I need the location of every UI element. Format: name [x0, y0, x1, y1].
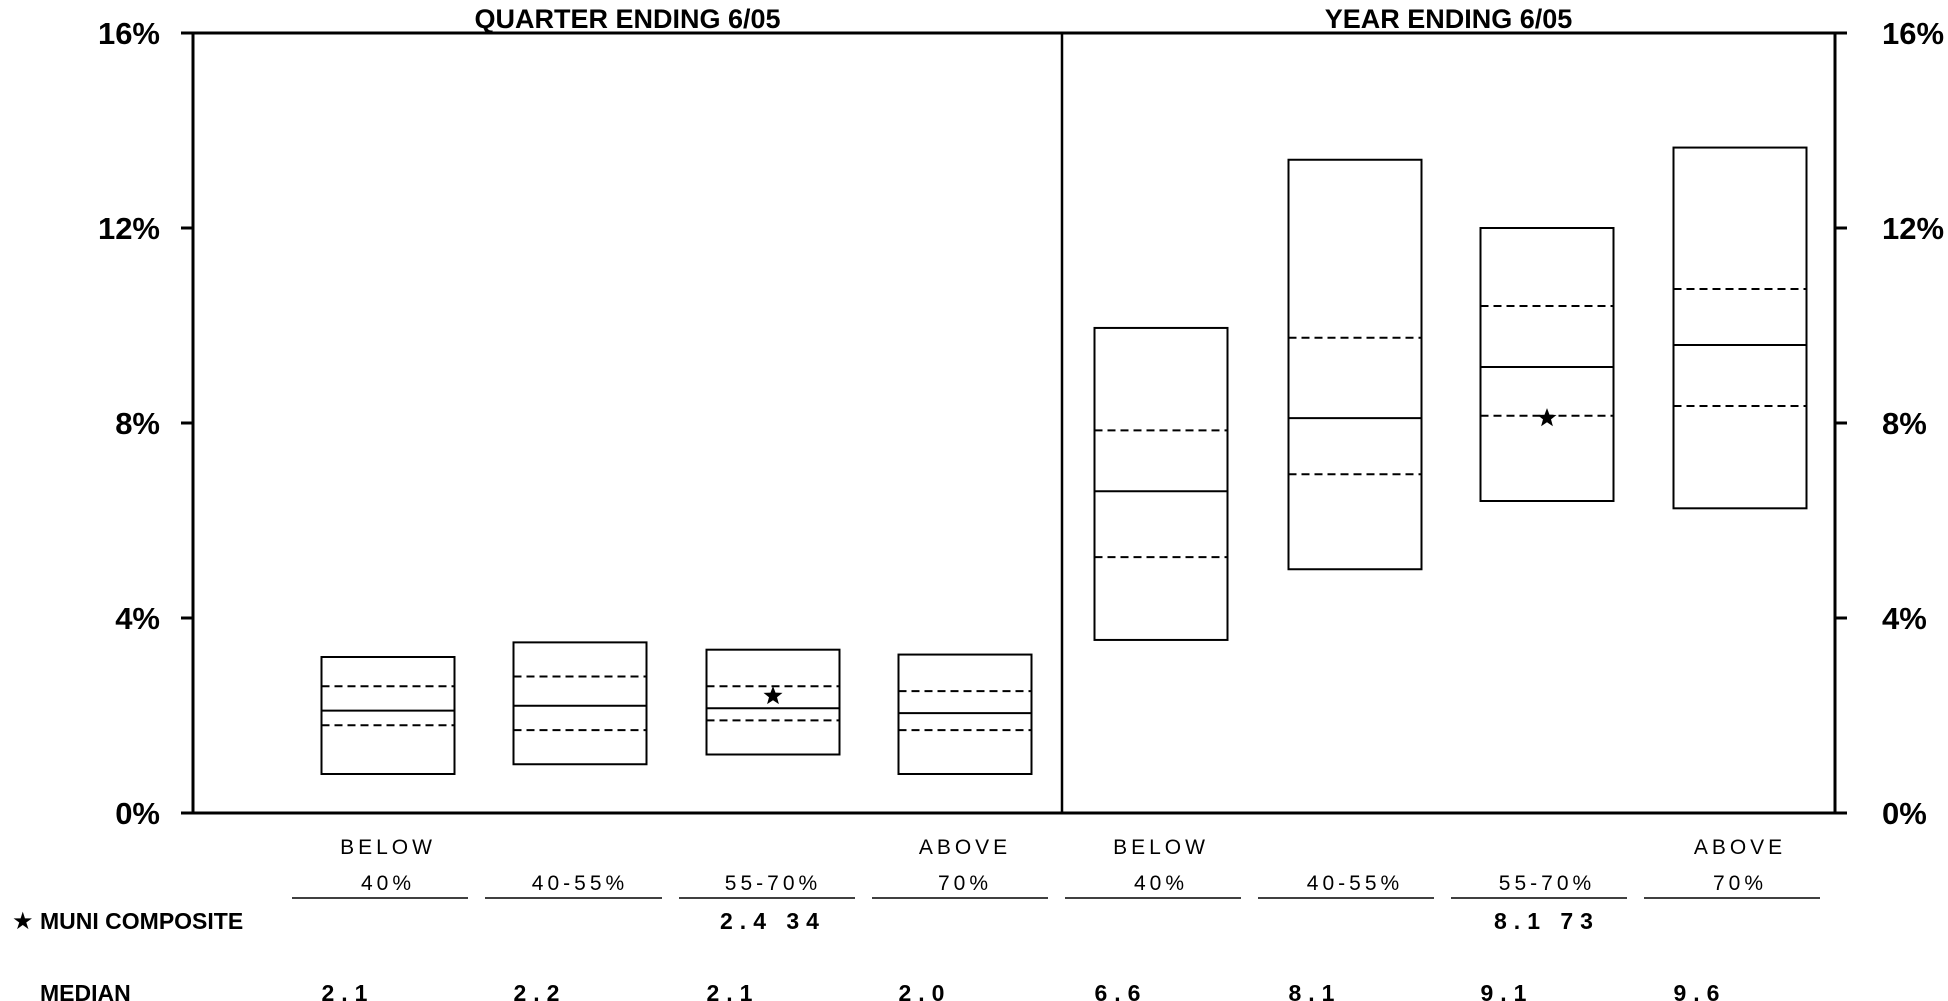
- y-tick-label-left: 0%: [115, 796, 160, 831]
- category-label-bottom: 40-55%: [1307, 872, 1403, 895]
- box-range: [320, 656, 456, 775]
- median-value: 6.6: [1095, 980, 1148, 1001]
- y-tick-label-left: 8%: [115, 406, 160, 441]
- box-range: [512, 641, 648, 766]
- box-range: [1287, 158, 1423, 571]
- plot-frame: [191, 31, 1837, 815]
- composite-value: 2.4 34: [720, 908, 826, 934]
- category-label-bottom: 55-70%: [725, 872, 821, 895]
- box-range: [897, 653, 1033, 775]
- composite-row-label: MUNI COMPOSITE: [40, 908, 243, 934]
- category-label-top: ABOVE: [1694, 836, 1786, 859]
- category-label-bottom: 70%: [938, 872, 992, 895]
- median-value: 2.1: [322, 980, 375, 1001]
- category-label-top: BELOW: [340, 836, 436, 859]
- median-value: 2.0: [899, 980, 952, 1001]
- category-label-bottom: 40-55%: [532, 872, 628, 895]
- box-range: [1479, 227, 1615, 502]
- median-value: 8.1: [1289, 980, 1342, 1001]
- median-row-label: MEDIAN: [40, 980, 131, 1001]
- y-tick-label-right: 12%: [1882, 211, 1944, 246]
- y-tick-label-right: 16%: [1882, 16, 1944, 51]
- y-tick-label-left: 16%: [98, 16, 160, 51]
- median-value: 9.1: [1481, 980, 1534, 1001]
- box-range: [1093, 326, 1229, 641]
- panel-title: QUARTER ENDING 6/05: [474, 4, 780, 34]
- box-range: [705, 648, 841, 756]
- y-tick-label-right: 4%: [1882, 601, 1927, 636]
- y-tick-label-left: 4%: [115, 601, 160, 636]
- category-label-bottom: 70%: [1713, 872, 1767, 895]
- y-tick-label-right: 8%: [1882, 406, 1927, 441]
- composite-star-marker: [1537, 408, 1557, 427]
- category-label-bottom: 40%: [361, 872, 415, 895]
- median-value: 2.2: [514, 980, 567, 1001]
- category-label-top: ABOVE: [919, 836, 1011, 859]
- y-tick-label-right: 0%: [1882, 796, 1927, 831]
- panel-title: YEAR ENDING 6/05: [1325, 4, 1573, 34]
- composite-star-marker: [763, 686, 783, 705]
- box-range: [1672, 146, 1808, 510]
- median-value: 2.1: [707, 980, 760, 1001]
- y-tick-label-left: 12%: [98, 211, 160, 246]
- category-label-bottom: 55-70%: [1499, 872, 1595, 895]
- category-label-top: BELOW: [1113, 836, 1209, 859]
- composite-star-icon: ★: [12, 908, 34, 935]
- category-label-bottom: 40%: [1134, 872, 1188, 895]
- composite-value: 8.1 73: [1494, 908, 1600, 934]
- median-value: 9.6: [1674, 980, 1727, 1001]
